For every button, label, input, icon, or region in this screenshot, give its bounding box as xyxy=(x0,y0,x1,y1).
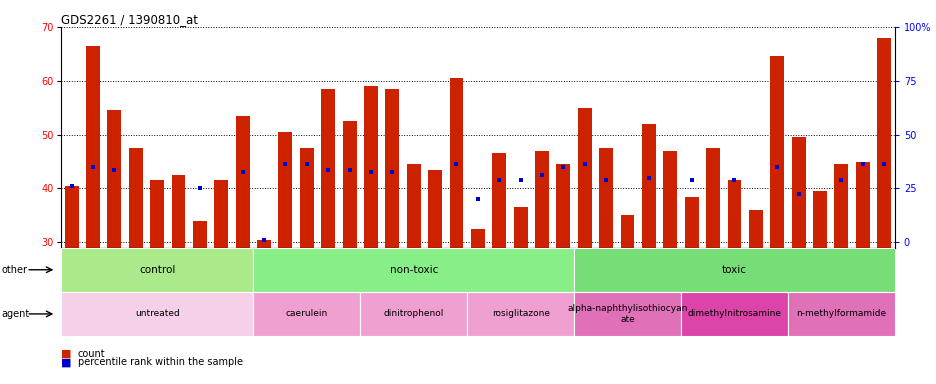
Bar xyxy=(791,137,805,248)
Text: agent: agent xyxy=(2,309,30,319)
Bar xyxy=(706,148,719,248)
Bar xyxy=(363,86,377,248)
Bar xyxy=(406,164,420,248)
Bar xyxy=(256,240,271,248)
Bar xyxy=(300,148,314,248)
Text: other: other xyxy=(2,265,28,275)
Bar xyxy=(278,132,292,248)
Bar xyxy=(876,38,890,248)
Text: caerulein: caerulein xyxy=(285,310,328,318)
Bar xyxy=(574,292,680,336)
Text: ■: ■ xyxy=(61,349,71,359)
Bar xyxy=(61,248,253,292)
Text: untreated: untreated xyxy=(135,310,180,318)
Bar xyxy=(641,124,655,248)
Bar xyxy=(214,180,228,248)
Bar xyxy=(321,89,335,248)
Bar xyxy=(236,116,249,248)
Text: non-toxic: non-toxic xyxy=(389,265,437,275)
Bar xyxy=(513,207,527,248)
Bar xyxy=(534,151,548,248)
Bar xyxy=(491,154,505,248)
Bar xyxy=(150,180,164,248)
Bar xyxy=(726,180,740,248)
Bar xyxy=(128,148,142,248)
Bar xyxy=(812,191,826,248)
Bar xyxy=(193,221,207,248)
Bar xyxy=(834,164,847,248)
Bar xyxy=(578,108,592,248)
Bar xyxy=(86,46,100,248)
Bar xyxy=(253,292,359,336)
Bar xyxy=(574,248,894,292)
Bar xyxy=(556,164,570,248)
Text: percentile rank within the sample: percentile rank within the sample xyxy=(78,358,242,367)
Bar xyxy=(680,292,787,336)
Text: dimethylnitrosamine: dimethylnitrosamine xyxy=(687,310,781,318)
Bar xyxy=(65,186,79,248)
Bar xyxy=(471,229,484,248)
Bar xyxy=(108,110,121,248)
Text: dinitrophenol: dinitrophenol xyxy=(383,310,444,318)
Text: toxic: toxic xyxy=(722,265,746,275)
Text: count: count xyxy=(78,349,105,359)
Bar xyxy=(343,121,356,248)
Bar xyxy=(684,197,698,248)
Bar xyxy=(599,148,612,248)
Bar xyxy=(428,170,442,248)
Text: n-methylformamide: n-methylformamide xyxy=(796,310,885,318)
Bar xyxy=(787,292,894,336)
Text: control: control xyxy=(139,265,175,275)
Bar xyxy=(748,210,762,248)
Bar xyxy=(449,78,463,248)
Bar xyxy=(359,292,467,336)
Bar xyxy=(61,292,253,336)
Text: ■: ■ xyxy=(61,358,71,367)
Bar xyxy=(620,215,634,248)
Bar xyxy=(385,89,399,248)
Text: GDS2261 / 1390810_at: GDS2261 / 1390810_at xyxy=(61,13,197,26)
Bar xyxy=(171,175,185,248)
Text: alpha-naphthylisothiocyan
ate: alpha-naphthylisothiocyan ate xyxy=(567,304,687,324)
Bar xyxy=(467,292,574,336)
Bar xyxy=(855,162,869,248)
Bar xyxy=(253,248,574,292)
Text: rosiglitazone: rosiglitazone xyxy=(491,310,549,318)
Bar xyxy=(663,151,677,248)
Bar xyxy=(769,56,783,248)
